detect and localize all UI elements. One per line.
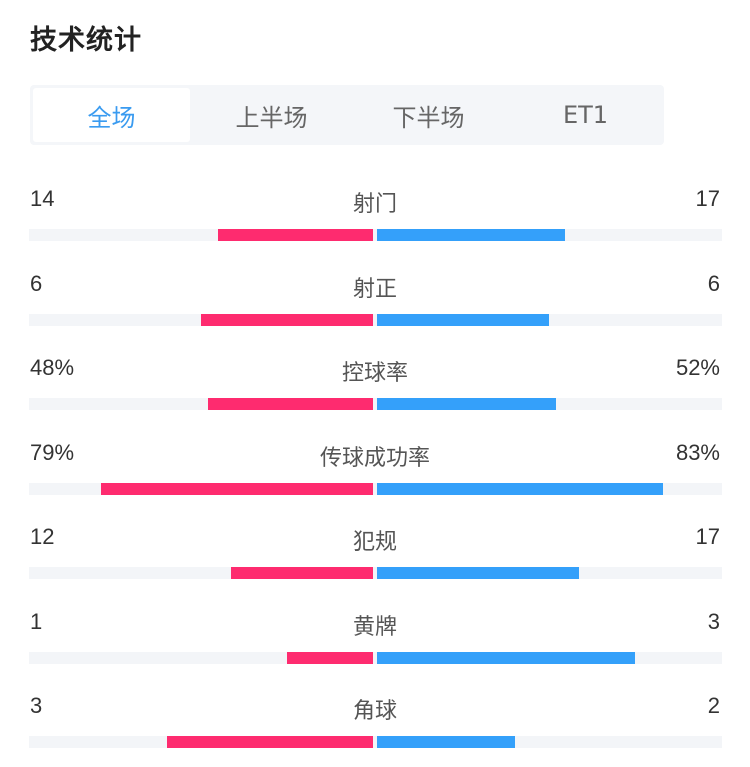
stat-label: 角球 (352, 699, 397, 724)
away-bar (377, 567, 579, 579)
stat-row: 3 角球 2 (0, 693, 750, 763)
away-value: 17 (695, 186, 720, 211)
away-value: 52% (675, 355, 720, 380)
home-value: 79% (30, 439, 75, 465)
page-title: 技术统计 (30, 25, 142, 56)
stat-row: 12 犯规 17 (0, 524, 750, 594)
stat-label: 射门 (352, 192, 397, 217)
home-bar (287, 651, 373, 664)
stat-track (29, 313, 722, 326)
away-bar (377, 736, 515, 748)
home-bar (218, 229, 373, 241)
stat-row: 6 射正 6 (0, 271, 750, 341)
away-bar (377, 482, 663, 495)
home-value: 12 (30, 524, 55, 549)
tab-second-half[interactable]: 下半场 (392, 103, 465, 132)
home-bar (101, 482, 373, 495)
stat-track (29, 398, 722, 410)
stat-row: 79% 传球成功率 83% (0, 440, 750, 510)
away-value: 3 (707, 608, 720, 634)
away-bar (377, 651, 635, 664)
stat-label: 黄牌 (352, 614, 397, 640)
stat-track (29, 567, 722, 579)
stat-track (29, 229, 722, 241)
home-value: 6 (30, 270, 43, 296)
home-value: 14 (30, 186, 55, 211)
home-bar (167, 736, 373, 748)
tab-full-match[interactable]: 全场 (33, 88, 190, 142)
away-value: 6 (707, 270, 720, 296)
tab-extra-time-1[interactable]: ET1 (562, 101, 609, 129)
home-value: 48% (30, 355, 75, 380)
home-value: 3 (30, 693, 43, 718)
home-bar (208, 398, 373, 410)
stat-row: 48% 控球率 52% (0, 355, 750, 425)
home-bar (201, 313, 373, 326)
away-value: 17 (695, 524, 720, 549)
home-bar (231, 567, 373, 579)
tab-first-half[interactable]: 上半场 (235, 103, 308, 132)
stat-label: 射正 (352, 276, 397, 302)
stat-row: 1 黄牌 3 (0, 609, 750, 679)
stat-label: 控球率 (341, 361, 408, 386)
away-bar (377, 229, 565, 241)
away-value: 2 (707, 693, 720, 718)
away-bar (377, 398, 556, 410)
stat-label: 传球成功率 (319, 445, 430, 471)
stat-row: 14 射门 17 (0, 186, 750, 256)
period-tabs: 全场 上半场 下半场 ET1 (30, 85, 664, 145)
away-bar (377, 313, 549, 326)
stat-label: 犯规 (352, 530, 397, 555)
home-value: 1 (30, 608, 43, 634)
away-value: 83% (675, 439, 720, 465)
stat-track (29, 736, 722, 748)
